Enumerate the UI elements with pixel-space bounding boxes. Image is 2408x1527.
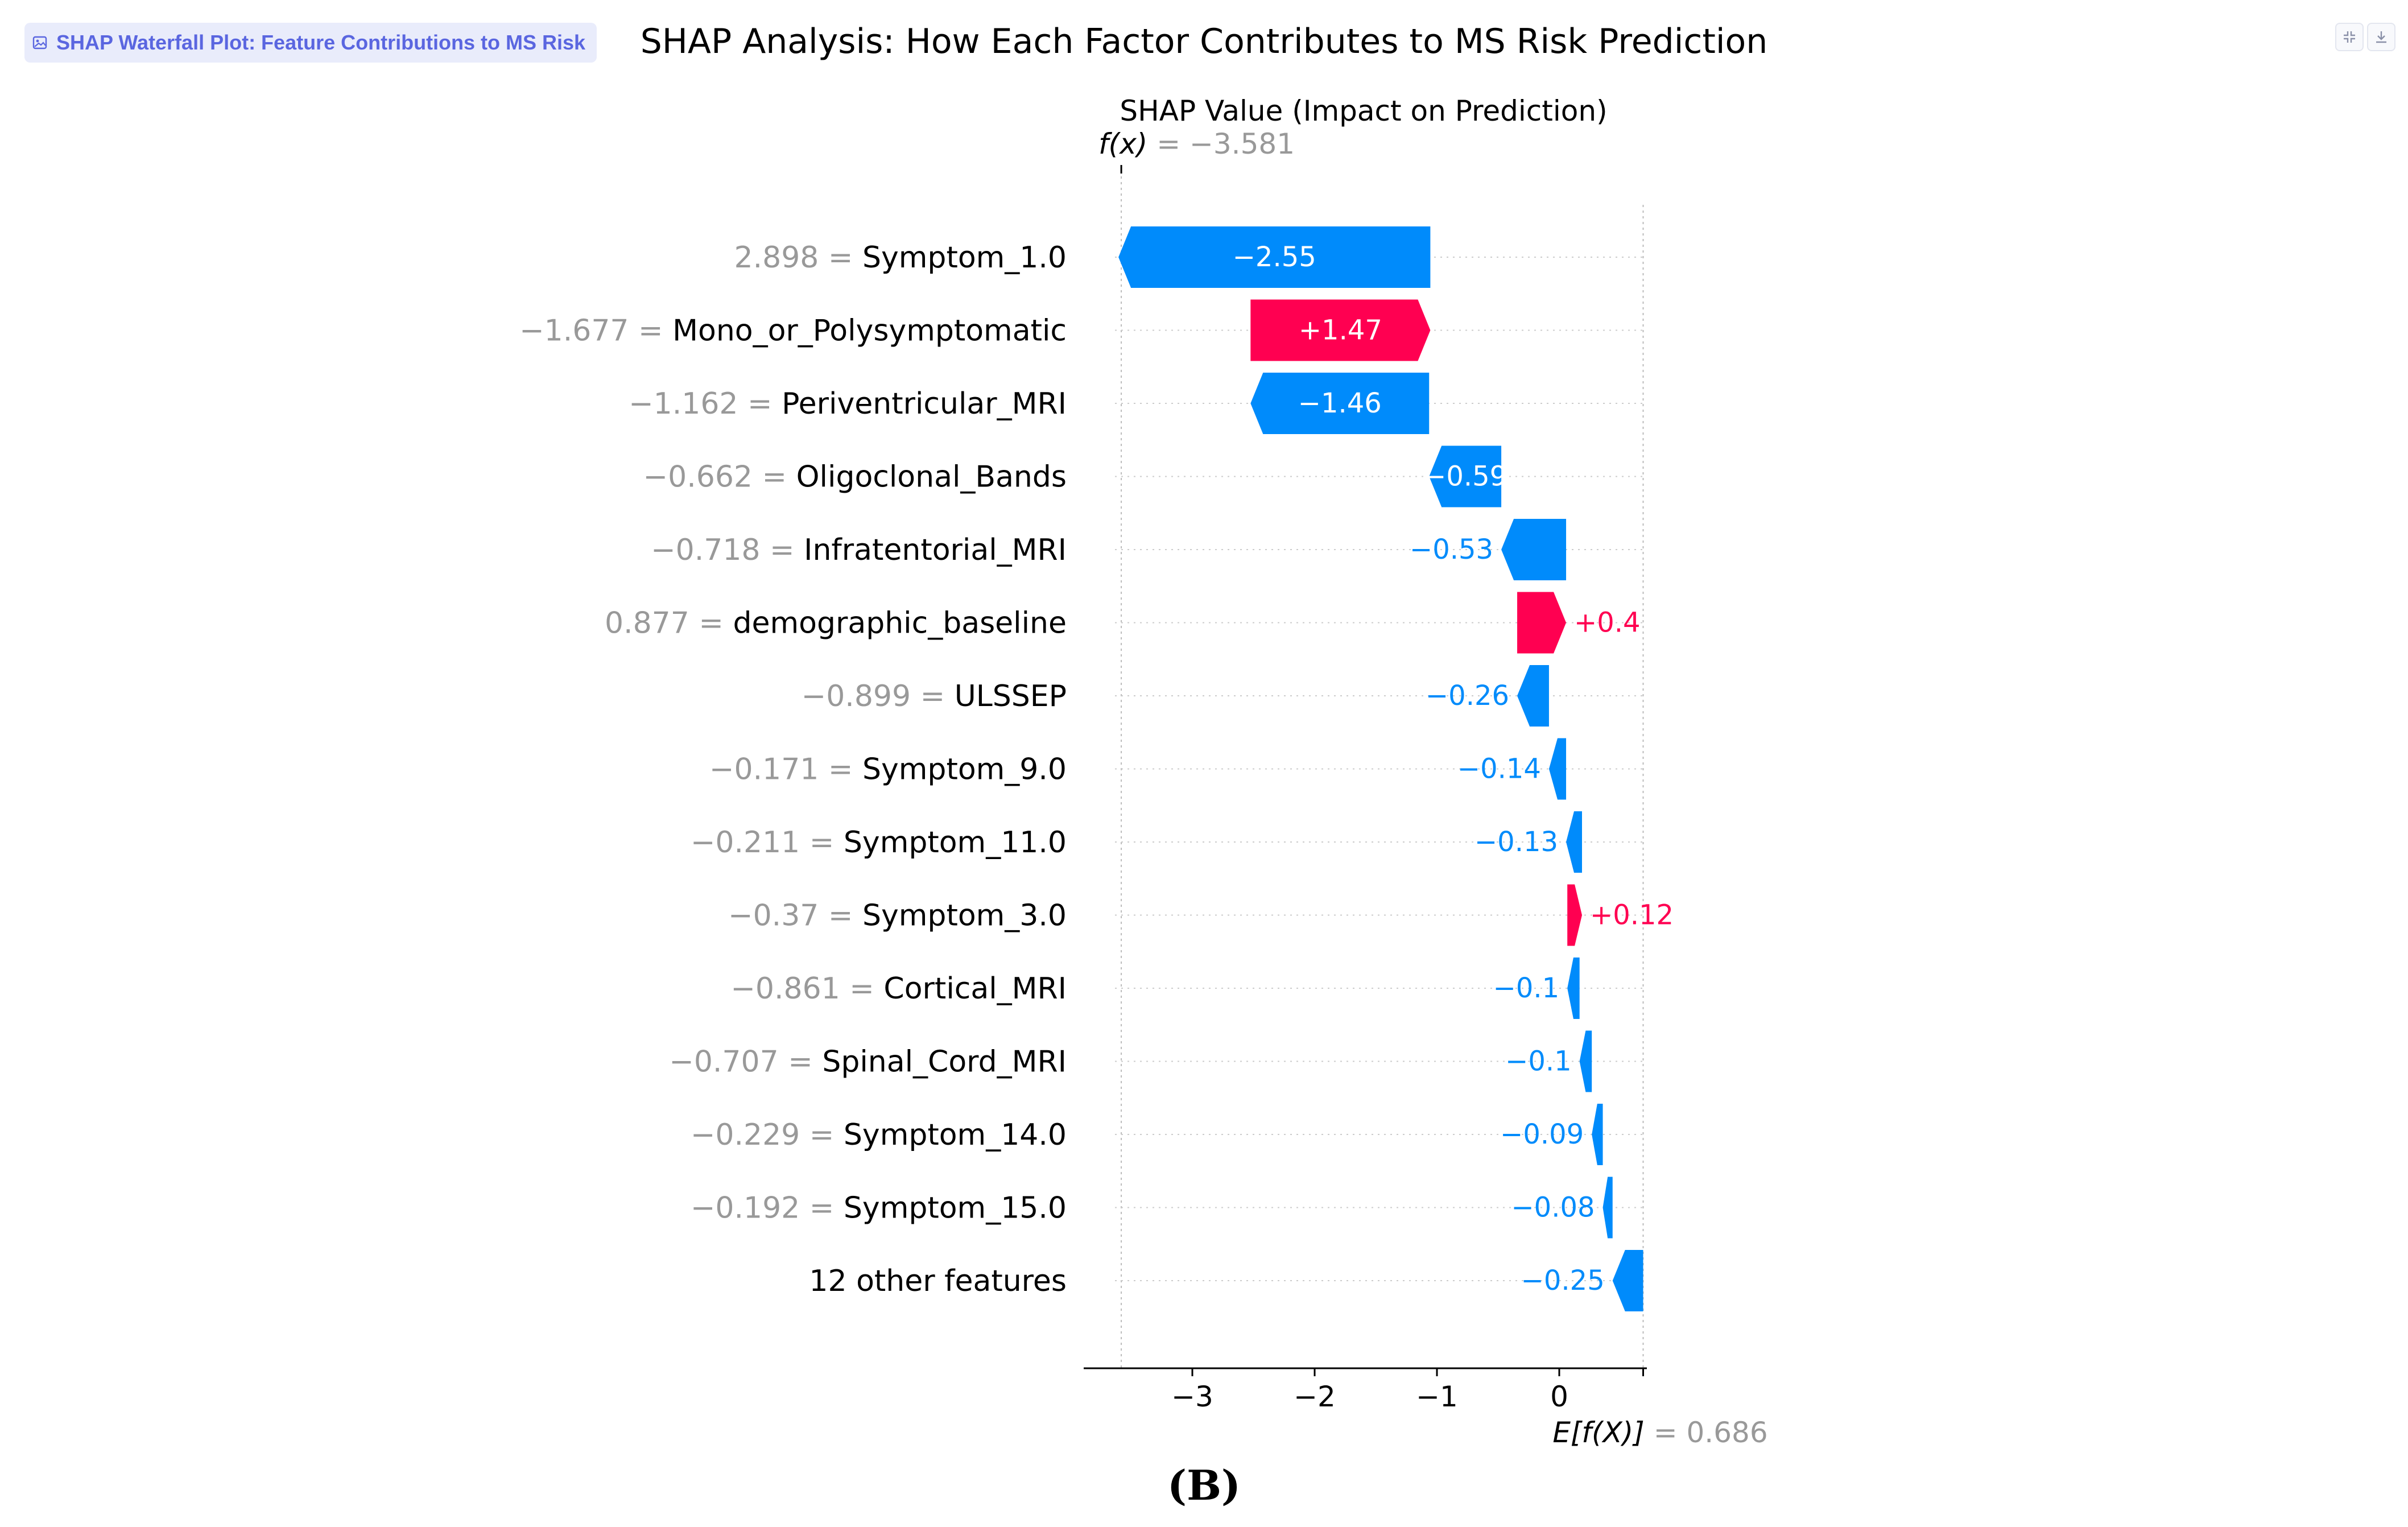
feature-label: −0.718 = Infratentorial_MRI — [651, 533, 1067, 567]
bar-value-label: −0.53 — [1410, 534, 1493, 566]
bar-value-label: −0.13 — [1474, 826, 1558, 858]
bar-value-label: −0.08 — [1511, 1192, 1595, 1224]
feature-label: −0.171 = Symptom_9.0 — [709, 753, 1067, 787]
feature-label: −0.211 = Symptom_11.0 — [691, 826, 1067, 860]
waterfall-bar — [1566, 811, 1582, 873]
bar-value-label: −0.1 — [1493, 972, 1560, 1004]
feature-label: −0.861 = Cortical_MRI — [730, 972, 1067, 1006]
waterfall-bar — [1602, 1177, 1613, 1239]
bar-value-label: −0.09 — [1500, 1119, 1584, 1150]
bar-value-label: −0.59 — [1423, 461, 1507, 493]
waterfall-bar — [1501, 519, 1567, 580]
bar-value-label: −1.46 — [1298, 387, 1382, 419]
waterfall-bar — [1579, 1030, 1592, 1092]
feature-label: −1.162 = Periventricular_MRI — [629, 387, 1067, 421]
base-value-annotation: E[f(X)] = 0.686 — [1552, 1416, 1767, 1449]
collapse-button[interactable] — [2335, 23, 2364, 51]
feature-label: 12 other features — [809, 1264, 1067, 1298]
fx-annotation: f(x) = −3.581 — [1098, 127, 1295, 160]
waterfall-bar — [1250, 299, 1431, 361]
download-button[interactable] — [2367, 23, 2395, 51]
feature-label: −0.662 = Oligoclonal_Bands — [643, 460, 1067, 494]
x-tick-label: −2 — [1294, 1380, 1336, 1413]
badge-label: SHAP Waterfall Plot: Feature Contributio… — [56, 31, 586, 54]
bar-value-label: −0.26 — [1426, 680, 1509, 712]
waterfall-bar — [1250, 373, 1430, 434]
feature-label: −1.677 = Mono_or_Polysymptomatic — [519, 314, 1067, 348]
bar-value-label: −0.14 — [1457, 753, 1541, 785]
image-icon — [32, 36, 47, 49]
x-tick-label: 0 — [1550, 1380, 1568, 1413]
x-tick-label: −1 — [1416, 1380, 1458, 1413]
waterfall-bar — [1548, 738, 1567, 800]
bar-value-label: +0.4 — [1574, 607, 1641, 639]
waterfall-bar — [1567, 884, 1582, 946]
waterfall-bar — [1592, 1104, 1603, 1165]
figure-label: (B) — [1167, 1461, 1241, 1509]
feature-label: −0.707 = Spinal_Cord_MRI — [669, 1045, 1067, 1079]
toolbar — [2335, 23, 2395, 51]
waterfall-bar — [1118, 226, 1431, 288]
bar-value-label: −2.55 — [1233, 241, 1316, 273]
collapse-icon — [2344, 31, 2355, 43]
waterfall-bar — [1517, 665, 1549, 727]
chart-title-badge: SHAP Waterfall Plot: Feature Contributio… — [24, 23, 597, 63]
feature-label: −0.37 = Symptom_3.0 — [728, 899, 1067, 933]
waterfall-bar — [1567, 958, 1580, 1019]
bar-value-label: −0.1 — [1505, 1046, 1572, 1078]
feature-label: −0.899 = ULSSEP — [802, 679, 1067, 713]
waterfall-bar — [1612, 1250, 1643, 1311]
feature-label: −0.229 = Symptom_14.0 — [691, 1118, 1067, 1152]
waterfall-bar — [1517, 592, 1567, 654]
waterfall-bar — [1429, 445, 1502, 507]
bar-value-label: +0.12 — [1590, 899, 1674, 931]
x-tick-label: −3 — [1171, 1380, 1213, 1413]
chart-subtitle: SHAP Value (Impact on Prediction) — [1120, 94, 1607, 127]
page-title: SHAP Analysis: How Each Factor Contribut… — [640, 22, 1768, 61]
bar-value-label: −0.25 — [1521, 1265, 1605, 1297]
feature-label: 0.877 = demographic_baseline — [605, 606, 1067, 641]
download-icon — [2376, 31, 2386, 43]
feature-label: −0.192 = Symptom_15.0 — [691, 1191, 1067, 1225]
feature-label: 2.898 = Symptom_1.0 — [734, 241, 1067, 275]
bar-value-label: +1.47 — [1299, 315, 1382, 346]
